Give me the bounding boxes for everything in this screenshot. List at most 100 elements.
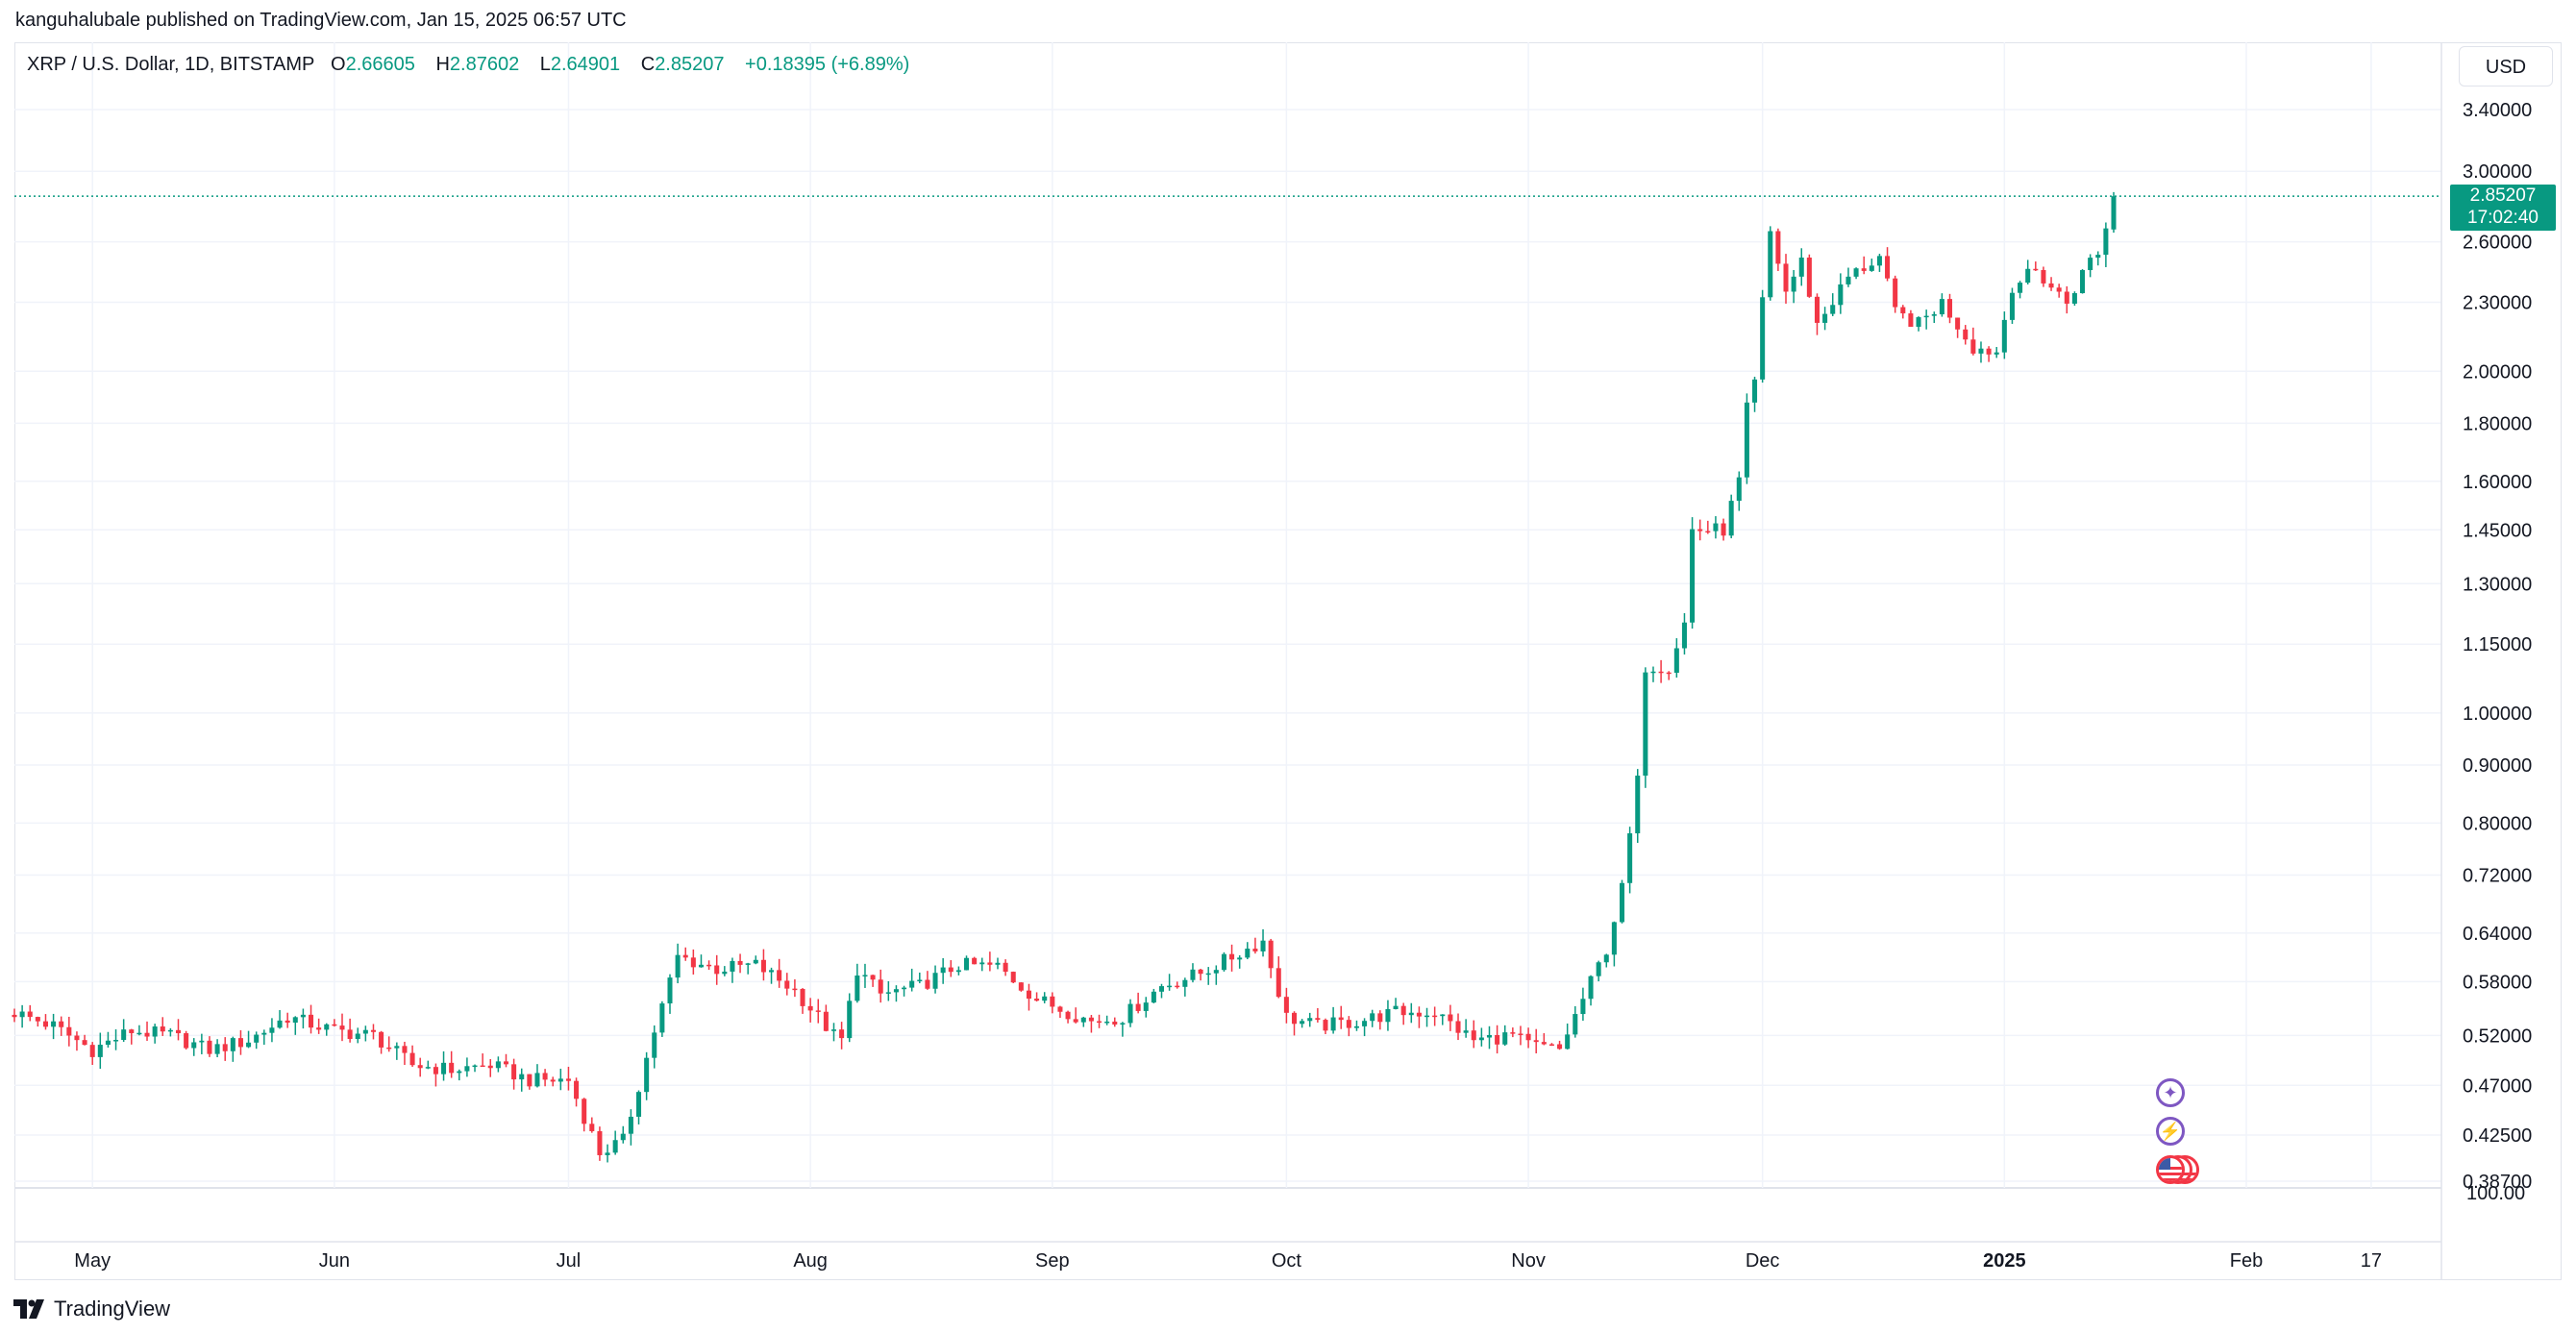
candle-body — [847, 1000, 853, 1039]
candle-body — [1893, 278, 1898, 308]
time-axis: May Jun Jul Aug Sep Oct Nov Dec 2025 Feb 17 — [74, 1250, 2382, 1272]
candle-body — [2025, 268, 2031, 284]
candle-body — [2071, 293, 2077, 304]
currency-button[interactable]: USD — [2459, 46, 2553, 86]
candle-body — [1283, 997, 1289, 1013]
candle-body — [1603, 954, 1609, 963]
candle-body — [2056, 287, 2062, 292]
gridlines — [14, 42, 2442, 1279]
candle-body — [347, 1029, 353, 1039]
symbol-name[interactable]: XRP / U.S. Dollar, 1D, BITSTAMP — [27, 54, 315, 75]
candle-body — [690, 957, 696, 968]
candle-body — [105, 1040, 111, 1046]
candle-body — [1408, 1012, 1414, 1016]
candle-body — [1252, 949, 1258, 951]
candle-body — [1876, 256, 1882, 266]
candle-body — [948, 967, 954, 973]
candle-body — [503, 1061, 509, 1065]
lightning-event-icon[interactable]: ⚡ — [2156, 1117, 2185, 1146]
candle-body — [745, 963, 751, 965]
candle-body — [955, 970, 961, 973]
candle-body — [1908, 313, 1914, 328]
candle-body — [519, 1074, 525, 1080]
candle-body — [1970, 339, 1976, 354]
us-flag-icon[interactable] — [2156, 1155, 2185, 1184]
candle-body — [917, 979, 923, 982]
candle-body — [1112, 1021, 1118, 1025]
price-tick-label: 3.40000 — [2463, 100, 2532, 121]
candle-body — [659, 1003, 665, 1033]
low-value: 2.64901 — [550, 54, 621, 75]
close-value: 2.85207 — [655, 54, 725, 75]
price-tick-label: 0.58000 — [2463, 972, 2532, 993]
candle-body — [261, 1032, 267, 1035]
candle-body — [753, 959, 758, 964]
candle-body — [1635, 776, 1641, 834]
candle-body — [527, 1074, 533, 1087]
publisher-line: kanguhalubale published on TradingView.c… — [15, 10, 627, 31]
candle-body — [292, 1017, 298, 1024]
date-tick-label: Nov — [1511, 1250, 1546, 1272]
date-tick-label: May — [74, 1250, 111, 1272]
sparkle-event-icon[interactable]: ✦ — [2156, 1078, 2185, 1107]
candle-body — [1205, 973, 1211, 976]
candle-body — [1533, 1040, 1539, 1043]
candle-body — [1393, 1005, 1399, 1009]
candle-body — [1486, 1034, 1493, 1038]
candle-body — [777, 970, 782, 981]
candle-body — [1861, 268, 1867, 271]
chart-area[interactable] — [14, 42, 2562, 1280]
candle-body — [1588, 976, 1594, 1000]
candle-body — [1237, 957, 1243, 960]
price-tick-label: 0.80000 — [2463, 813, 2532, 834]
candle-body — [277, 1020, 283, 1028]
candle-body — [472, 1065, 478, 1068]
candle-body — [574, 1080, 580, 1099]
candle-body — [362, 1029, 368, 1034]
candle-body — [27, 1011, 33, 1018]
date-tick-label: Feb — [2230, 1250, 2263, 1272]
candle-body — [1853, 268, 1859, 277]
price-tick-label: 0.64000 — [2463, 924, 2532, 945]
price-tick-label: 1.45000 — [2463, 520, 2532, 541]
candle-body — [737, 960, 743, 965]
candle-body — [1783, 263, 1789, 292]
candle-body — [1986, 348, 1992, 355]
symbol-legend: XRP / U.S. Dollar, 1D, BITSTAMP O2.66605… — [27, 54, 925, 76]
price-tick-label: 0.90000 — [2463, 755, 2532, 777]
candle-body — [113, 1040, 119, 1042]
price-tick-label: 2.30000 — [2463, 293, 2532, 314]
candle-body — [309, 1014, 314, 1028]
candle-body — [511, 1064, 517, 1080]
candle-body — [714, 965, 720, 975]
candle-body — [1728, 501, 1734, 536]
candle-body — [1478, 1037, 1484, 1041]
candle-body — [1845, 276, 1851, 284]
candle-body — [1798, 257, 1804, 277]
candle-body — [612, 1140, 618, 1153]
candle-body — [495, 1061, 501, 1069]
price-tick-label: 0.42500 — [2463, 1125, 2532, 1147]
candle-body — [1643, 672, 1648, 777]
candle-body — [1502, 1032, 1508, 1045]
candle-body — [1923, 315, 1929, 318]
candle-body — [1838, 284, 1844, 306]
candle-body — [12, 1014, 17, 1018]
candle-body — [1229, 953, 1235, 960]
candle-body — [1073, 1019, 1078, 1023]
candle-body — [1010, 972, 1016, 983]
candle-body — [1768, 231, 1773, 298]
price-tick-label: 0.52000 — [2463, 1025, 2532, 1047]
date-tick-label: Sep — [1035, 1250, 1070, 1272]
price-tick-label: 1.30000 — [2463, 574, 2532, 595]
candle-body — [355, 1033, 360, 1039]
candle-body — [1377, 1013, 1383, 1023]
candle-body — [1681, 622, 1687, 649]
candle-body — [1946, 299, 1953, 318]
candle-body — [409, 1052, 415, 1066]
candle-body — [2088, 258, 2093, 271]
price-tick-label: 0.72000 — [2463, 865, 2532, 886]
candle-body — [1705, 531, 1711, 533]
candle-body — [972, 957, 978, 965]
